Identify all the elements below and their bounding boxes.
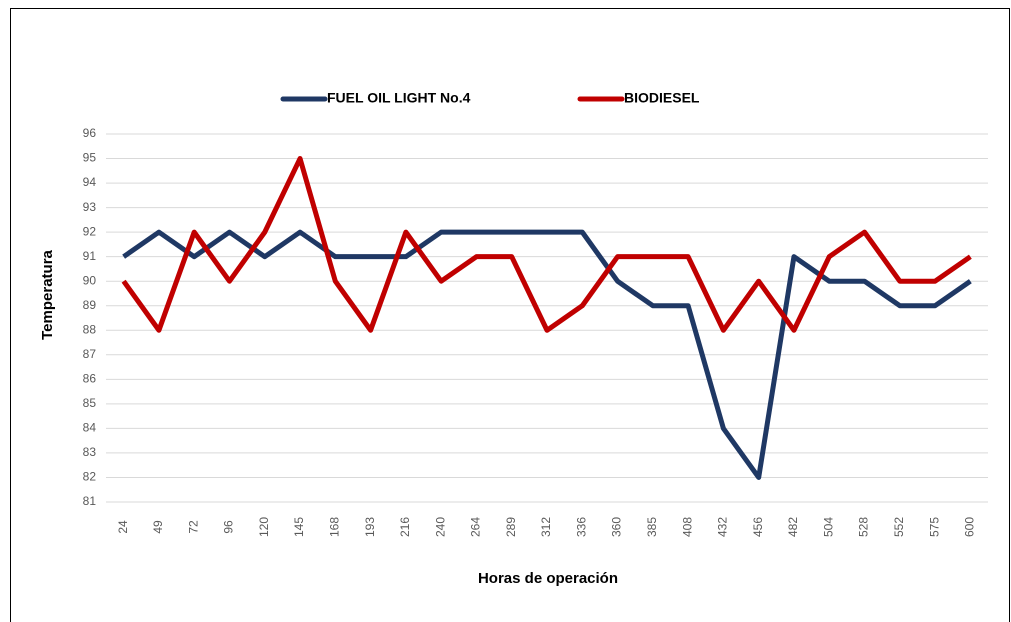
- y-tick-label: 81: [83, 494, 97, 508]
- x-tick-label: 408: [680, 517, 694, 537]
- legend-label: BIODIESEL: [624, 90, 700, 106]
- y-tick-label: 88: [83, 322, 97, 336]
- y-axis-title: Temperatura: [39, 249, 56, 339]
- y-tick-label: 86: [83, 372, 97, 386]
- x-tick-label: 575: [927, 517, 941, 537]
- y-tick-label: 82: [83, 470, 97, 484]
- x-tick-label: 312: [539, 517, 553, 537]
- x-tick-label: 24: [116, 520, 130, 534]
- series-line: [121, 156, 972, 333]
- y-tick-label: 95: [83, 151, 97, 165]
- y-tick-label: 84: [83, 421, 97, 435]
- x-tick-label: 385: [645, 517, 659, 537]
- x-tick-label: 289: [504, 517, 518, 537]
- y-tick-label: 87: [83, 347, 97, 361]
- series-line: [122, 229, 972, 480]
- x-tick-label: 240: [433, 517, 447, 537]
- x-tick-label: 264: [469, 517, 483, 537]
- x-tick-label: 504: [821, 517, 835, 537]
- x-tick-label: 96: [222, 520, 236, 534]
- x-tick-label: 336: [574, 517, 588, 537]
- x-tick-label: 120: [257, 517, 271, 537]
- y-tick-label: 83: [83, 445, 97, 459]
- y-tick-label: 96: [83, 126, 97, 140]
- y-tick-label: 91: [83, 249, 97, 263]
- x-tick-label: 72: [186, 520, 200, 534]
- chart-frame: [10, 8, 1010, 622]
- x-tick-label: 600: [963, 517, 977, 537]
- y-tick-label: 94: [83, 175, 97, 189]
- y-tick-label: 92: [83, 224, 97, 238]
- x-tick-label: 168: [327, 517, 341, 537]
- x-tick-label: 360: [610, 517, 624, 537]
- x-tick-label: 482: [786, 517, 800, 537]
- x-tick-label: 552: [892, 517, 906, 537]
- y-tick-label: 93: [83, 200, 97, 214]
- legend-label: FUEL OIL LIGHT No.4: [327, 90, 471, 106]
- y-tick-label: 85: [83, 396, 97, 410]
- x-tick-label: 216: [398, 517, 412, 537]
- y-tick-label: 89: [83, 298, 97, 312]
- y-tick-label: 90: [83, 273, 97, 287]
- x-tick-label: 528: [857, 517, 871, 537]
- x-tick-label: 49: [151, 520, 165, 534]
- x-tick-label: 193: [363, 517, 377, 537]
- x-tick-label: 145: [292, 517, 306, 537]
- x-tick-label: 432: [716, 517, 730, 537]
- x-axis-title: Horas de operación: [478, 570, 618, 587]
- x-tick-label: 456: [751, 517, 765, 537]
